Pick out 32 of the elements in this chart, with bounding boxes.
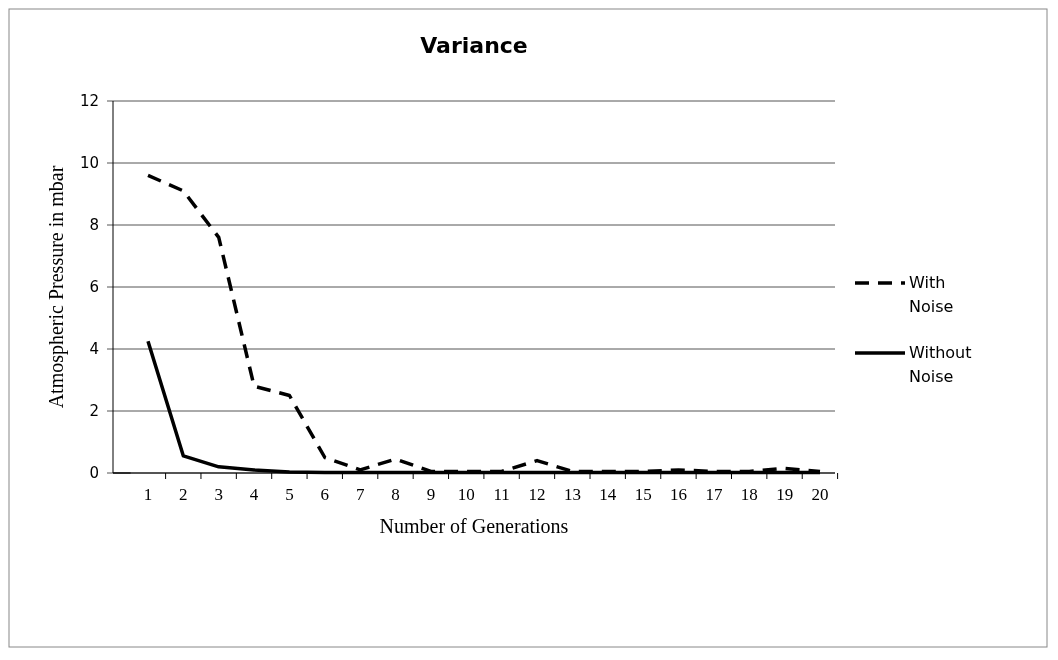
chart-title: Variance (420, 33, 528, 58)
y-tick-label: 4 (89, 340, 99, 359)
y-tick-label: 2 (89, 402, 99, 421)
x-tick-label: 3 (214, 485, 223, 504)
y-tick-label: 0 (89, 464, 99, 483)
x-tick-label: 15 (634, 485, 652, 504)
x-tick-label: 17 (705, 485, 723, 504)
x-tick-label: 1 (143, 485, 153, 504)
x-tick-label: 7 (355, 485, 365, 504)
legend-label: With Noise (909, 273, 954, 316)
x-tick-label: 11 (493, 485, 510, 504)
x-tick-label: 19 (776, 485, 794, 504)
x-tick-label: 2 (179, 485, 188, 504)
y-axis-title: Atmospheric Pressure in mbar (45, 165, 68, 409)
x-tick-label: 4 (249, 485, 259, 504)
x-tick-label: 16 (670, 485, 688, 504)
y-tick-label: 6 (89, 278, 99, 297)
x-tick-label: 12 (528, 485, 546, 504)
y-tick-label: 12 (79, 92, 99, 111)
y-tick-label: 8 (89, 216, 99, 235)
x-tick-label: 9 (426, 485, 436, 504)
y-tick-label: 10 (79, 154, 99, 173)
x-tick-label: 6 (320, 485, 330, 504)
x-tick-label: 14 (599, 485, 617, 504)
x-tick-label: 20 (811, 485, 829, 504)
x-tick-label: 8 (391, 485, 400, 504)
x-tick-label: 10 (457, 485, 475, 504)
x-tick-label: 13 (563, 485, 581, 504)
legend-label: Without Noise (909, 343, 972, 386)
x-tick-label: 5 (285, 485, 294, 504)
x-axis-title: Number of Generations (379, 515, 569, 537)
x-tick-label: 18 (740, 485, 758, 504)
